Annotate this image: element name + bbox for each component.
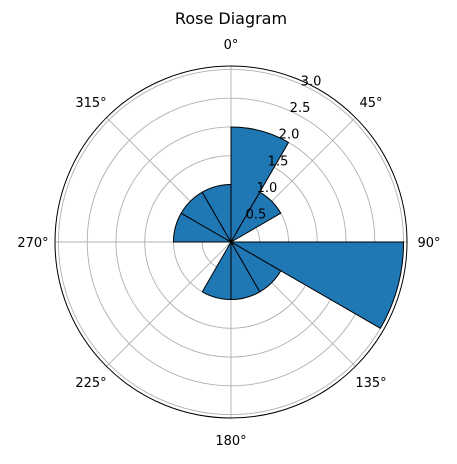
r-tick-label-0.5: 0.5 bbox=[246, 207, 267, 222]
theta-tick-label-90: 90° bbox=[417, 236, 440, 251]
theta-tick-label-45: 45° bbox=[359, 96, 382, 111]
polar-spine bbox=[54, 65, 408, 419]
theta-tick-label-180: 180° bbox=[215, 434, 246, 449]
chart-title: Rose Diagram bbox=[175, 9, 287, 28]
rose-bar-30-60 bbox=[229, 191, 282, 244]
theta-tick-label-225: 225° bbox=[75, 376, 106, 391]
rose-bar-90-120 bbox=[229, 241, 405, 329]
theta-tick-label-315: 315° bbox=[75, 96, 106, 111]
theta-tick-label-270: 270° bbox=[17, 236, 48, 251]
r-tick-label-3.0: 3.0 bbox=[301, 75, 322, 90]
r-tick-label-2.0: 2.0 bbox=[279, 128, 300, 143]
r-tick-label-1.0: 1.0 bbox=[257, 181, 278, 196]
theta-gridline-225 bbox=[106, 241, 232, 367]
bars bbox=[172, 126, 405, 329]
outer-spine bbox=[54, 65, 408, 419]
rose-bar-180-210 bbox=[201, 240, 232, 301]
rose-bar-0-30 bbox=[230, 126, 290, 244]
r-tick-label-2.5: 2.5 bbox=[290, 101, 311, 116]
rose-bar-330-360 bbox=[201, 183, 232, 244]
tick-labels: 0° 45° 90° 135° 180° 225° 270° 315° 0.5 1.0 1.5 2.0… bbox=[17, 38, 440, 449]
theta-tick-label-0: 0° bbox=[224, 38, 239, 53]
theta-tick-label-135: 135° bbox=[355, 376, 386, 391]
r-tick-label-1.5: 1.5 bbox=[268, 154, 289, 169]
